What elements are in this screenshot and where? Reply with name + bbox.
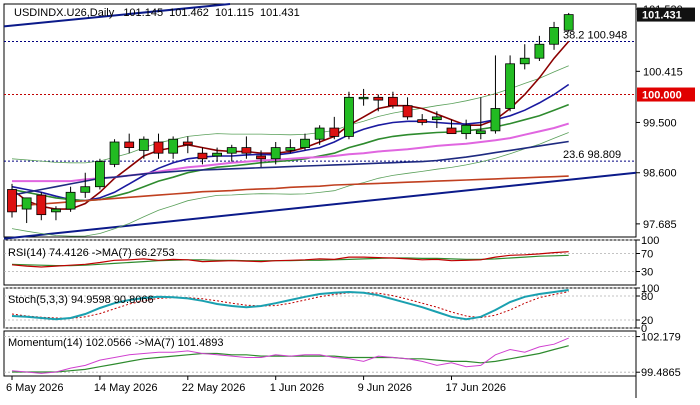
mom-ytick-label: 102.179 [641,332,681,344]
candle-body [387,96,398,107]
candle-body [95,161,105,188]
candle-body [212,152,223,157]
price-label: 101.431 [642,10,682,22]
fib-label-1: 23.6 98.809 [563,149,621,161]
xtick-label: 17 Jun 2026 [446,382,507,394]
header-close: 101.431 [260,7,300,19]
candle-body [300,138,310,148]
candle-body [505,63,516,109]
candle-body [256,155,266,160]
candle-body [358,96,369,100]
candle-body [138,138,149,151]
candle-body [417,119,428,123]
candle-body [314,127,325,140]
candle-body [226,147,237,154]
moving-average-1 [11,83,570,202]
candle-body [124,141,135,148]
header-open: 101.145 [123,7,163,19]
candle-body [490,108,501,132]
candle-body [80,186,91,193]
rsi-ytick-label: 70 [641,249,653,261]
main-ytick-label: 99.500 [643,117,677,129]
panel-frame-mom [3,330,637,377]
fib-label-0: 38.2 100.948 [563,30,627,42]
momentum-label: Momentum(14) 102.0566 ->MA(7) 101.4893 [8,337,224,349]
panel-frame-main [3,3,637,238]
level-label: 100.000 [642,90,682,102]
candle-body [109,141,120,165]
candle-body [65,191,76,210]
upper-trendline [3,3,231,28]
stoch-ytick-label: 100 [641,283,659,295]
candle-body [534,43,545,59]
candle-body [153,141,164,154]
candle-body [549,27,559,45]
xtick-label: 6 May 2026 [6,382,63,394]
header-low: 101.115 [215,7,254,19]
main-ytick-label: 98.600 [643,168,677,180]
xtick-label: 14 May 2026 [94,382,158,394]
rising-trendline [3,171,637,240]
candle-body [51,208,61,213]
candle-body [241,147,252,154]
candle-body [270,147,281,160]
rsi-ytick-label: 100 [641,235,659,247]
candle-body [461,124,472,135]
candle-body [7,189,17,213]
candle-body [563,14,574,31]
candle-body [446,127,457,135]
mom-ytick-label: 99.4865 [641,367,681,379]
momentum-line [11,337,569,374]
candle-body [197,152,208,160]
candle-body [402,105,413,118]
candle-body [344,96,354,137]
candle-body [21,197,32,210]
xtick-label: 22 May 2026 [182,382,246,394]
indicator-lines [3,3,637,374]
main-ytick-label: 97.685 [643,219,677,231]
band-lower-line [11,132,569,237]
rsi-line [11,251,569,268]
candle-body [431,116,442,121]
panel-frame-rsi [3,239,637,286]
stoch-ytick-label: 0 [641,323,647,335]
grid-lines [4,8,640,380]
candle-body [373,96,384,101]
candles [7,12,574,224]
xtick-label: 9 Jun 2026 [358,382,412,394]
candle-body [182,141,193,146]
rsi-label: RSI(14) 74.4126 ->MA(7) 66.2753 [8,247,175,259]
moving-average-4 [11,175,569,208]
header-label: USDINDX.U26,Daily 101.145 101.462 101.11… [14,7,300,19]
band-upper-line [11,65,569,164]
rsi-ytick-label: 30 [641,267,653,279]
candle-body [168,138,179,154]
xtick-label: 1 Jun 2026 [270,382,324,394]
stoch-d-line [11,291,569,319]
stoch-k-line [11,289,569,321]
candle-body [475,130,486,135]
candle-body [519,57,530,65]
candle-body [329,127,340,137]
candle-body [285,147,296,151]
header-high: 101.462 [169,7,209,19]
candle-body [36,194,47,216]
stoch-ytick-label: 80 [641,291,653,303]
stoch-label: Stoch(5,3,3) 94.9598 90.8066 [8,294,154,306]
header-symbol: USDINDX.U26,Daily [14,7,115,19]
price-label-box [637,7,695,22]
stoch-ytick-label: 20 [641,315,653,327]
main-ytick-label: 100.415 [643,66,683,78]
level-label-box [637,87,695,102]
